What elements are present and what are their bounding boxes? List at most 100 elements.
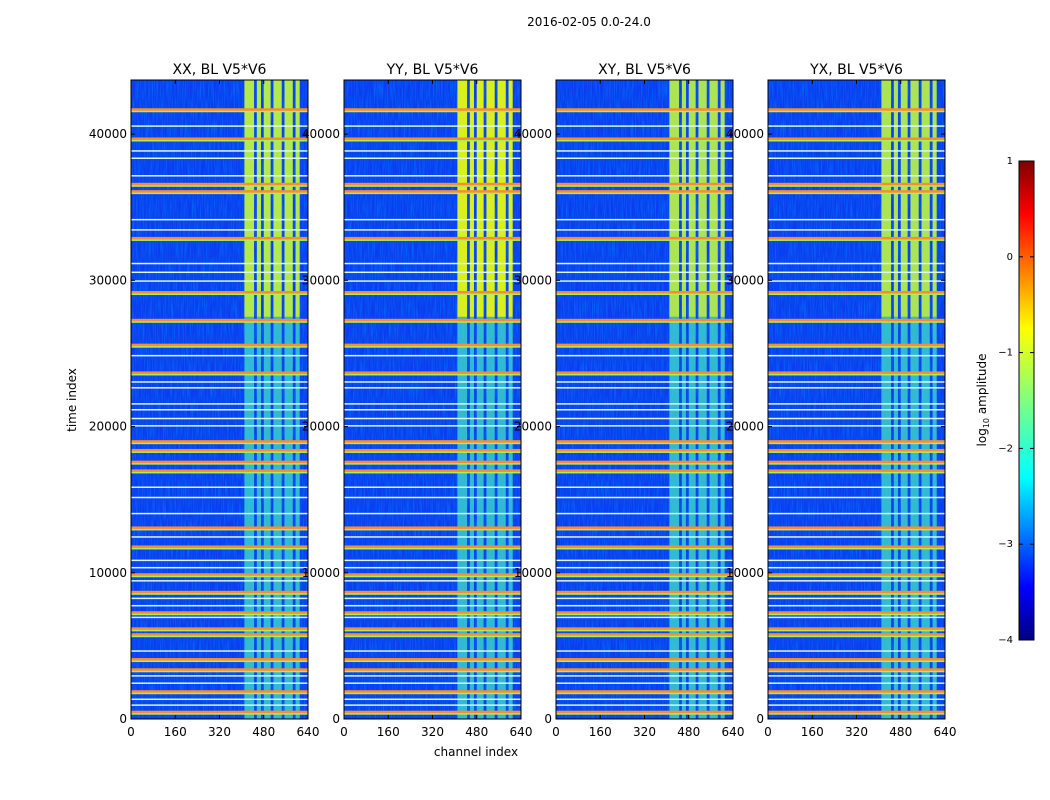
interference-line-low bbox=[768, 409, 945, 411]
interference-line-high bbox=[344, 318, 521, 322]
x-tick-label: 160 bbox=[589, 725, 612, 739]
interference-line-high bbox=[344, 710, 521, 714]
interference-line-low bbox=[556, 425, 733, 427]
interference-line-edge bbox=[344, 528, 521, 531]
interference-line-edge bbox=[131, 471, 308, 474]
interference-line-high bbox=[344, 690, 521, 694]
interference-line-edge bbox=[768, 629, 945, 632]
y-tick-label: 40000 bbox=[89, 127, 127, 141]
interference-line-low bbox=[344, 417, 521, 420]
interference-line-edge bbox=[768, 713, 945, 715]
interference-line-low bbox=[131, 262, 308, 265]
interference-line-high bbox=[131, 545, 308, 549]
interference-line-high bbox=[768, 343, 945, 347]
x-tick-label: 320 bbox=[633, 725, 656, 739]
interference-line-low bbox=[344, 566, 521, 569]
rfi-band-lower bbox=[497, 316, 506, 719]
rfi-band-upper bbox=[698, 80, 707, 317]
interference-line-high bbox=[131, 440, 308, 444]
interference-line-high bbox=[131, 668, 308, 672]
x-tick-label: 160 bbox=[801, 725, 824, 739]
x-tick-label: 480 bbox=[889, 725, 912, 739]
interference-line-low bbox=[344, 682, 521, 684]
y-tick-label: 0 bbox=[756, 712, 764, 726]
interference-line-edge bbox=[768, 670, 945, 673]
interference-line-high bbox=[131, 291, 308, 295]
x-tick-label: 320 bbox=[845, 725, 868, 739]
interference-line-high bbox=[344, 627, 521, 631]
rfi-band-upper bbox=[720, 80, 725, 317]
interference-line-edge bbox=[556, 692, 733, 695]
interference-line-edge bbox=[344, 463, 521, 465]
rfi-band-lower bbox=[893, 316, 898, 719]
interference-line-low bbox=[768, 675, 945, 677]
interference-line-high bbox=[131, 611, 308, 615]
interference-line-high bbox=[131, 190, 308, 194]
interference-line-low bbox=[768, 280, 945, 282]
interference-line-low bbox=[556, 496, 733, 499]
interference-line-low bbox=[556, 125, 733, 127]
interference-line-edge bbox=[344, 110, 521, 113]
interference-line-low bbox=[556, 675, 733, 677]
rfi-band-upper bbox=[709, 80, 718, 317]
interference-line-low bbox=[131, 566, 308, 569]
interference-line-high bbox=[556, 633, 733, 637]
interference-line-high bbox=[556, 469, 733, 473]
interference-line-edge bbox=[556, 670, 733, 673]
interference-line-high bbox=[556, 343, 733, 347]
interference-line-low bbox=[131, 698, 308, 701]
interference-line-low bbox=[768, 425, 945, 427]
interference-line-low bbox=[556, 387, 733, 389]
interference-line-edge bbox=[344, 192, 521, 195]
interference-line-low bbox=[556, 704, 733, 706]
rfi-band-upper bbox=[508, 80, 513, 317]
interference-line-low bbox=[344, 229, 521, 231]
interference-line-edge bbox=[344, 547, 521, 550]
interference-line-low bbox=[556, 580, 733, 582]
interference-line-low bbox=[344, 125, 521, 127]
interference-line-edge bbox=[768, 185, 945, 187]
interference-line-low bbox=[131, 512, 308, 515]
interference-line-edge bbox=[768, 139, 945, 142]
interference-line-edge bbox=[344, 575, 521, 578]
interference-line-high bbox=[556, 108, 733, 112]
interference-line-low bbox=[131, 271, 308, 274]
rfi-band-upper bbox=[244, 80, 255, 317]
interference-line-low bbox=[131, 218, 308, 221]
rfi-band-upper bbox=[256, 80, 261, 317]
x-tick-label: 160 bbox=[377, 725, 400, 739]
interference-line-low bbox=[768, 597, 945, 600]
rfi-band-lower bbox=[669, 316, 680, 719]
x-tick-label: 0 bbox=[552, 725, 560, 739]
interference-line-high bbox=[131, 182, 308, 186]
rfi-band-lower bbox=[476, 316, 484, 719]
rfi-band-lower bbox=[709, 316, 718, 719]
interference-line-edge bbox=[344, 239, 521, 241]
interference-line-low bbox=[344, 512, 521, 515]
interference-line-edge bbox=[131, 185, 308, 187]
interference-line-high bbox=[556, 590, 733, 594]
interference-line-edge bbox=[768, 575, 945, 578]
y-tick-label: 10000 bbox=[514, 566, 552, 580]
rfi-band-lower bbox=[900, 316, 908, 719]
interference-line-high bbox=[768, 710, 945, 714]
colorbar-label-suffix: amplitude bbox=[975, 354, 989, 418]
interference-line-edge bbox=[556, 185, 733, 187]
interference-line-low bbox=[344, 650, 521, 652]
interference-line-high bbox=[556, 291, 733, 295]
colorbar-label: log10 amplitude bbox=[975, 354, 991, 447]
rfi-band-upper bbox=[263, 80, 271, 317]
interference-line-edge bbox=[131, 139, 308, 142]
interference-line-low bbox=[131, 175, 308, 177]
interference-line-low bbox=[344, 698, 521, 701]
colorbar-tick-label: 0 bbox=[1007, 252, 1013, 263]
rfi-band-lower bbox=[457, 316, 468, 719]
interference-line-high bbox=[768, 108, 945, 112]
interference-line-high bbox=[768, 469, 945, 473]
colorbar-strip bbox=[1018, 160, 1035, 641]
interference-line-edge bbox=[131, 629, 308, 632]
interference-line-low bbox=[131, 229, 308, 231]
interference-line-edge bbox=[556, 192, 733, 195]
interference-line-high bbox=[344, 526, 521, 530]
